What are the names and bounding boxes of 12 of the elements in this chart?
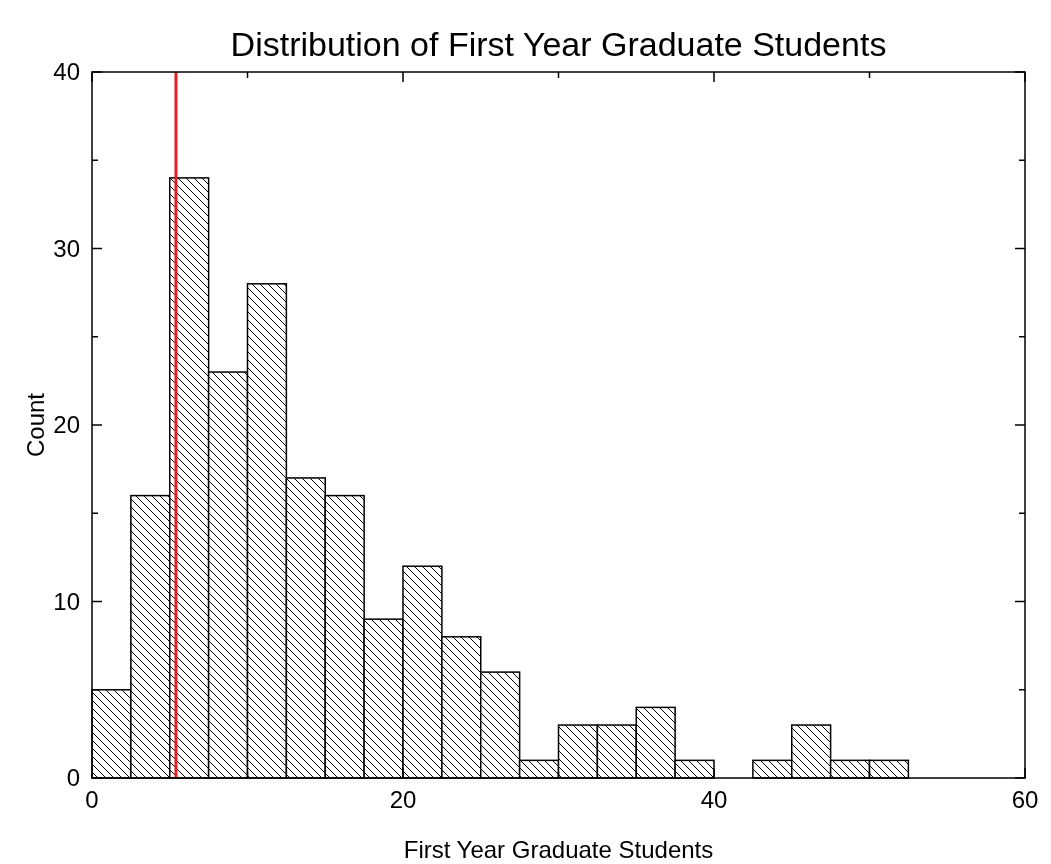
y-tick-label: 10	[53, 587, 80, 615]
x-tick-label: 40	[700, 786, 728, 813]
y-tick-label: 20	[53, 411, 80, 438]
x-tick-label: 0	[85, 786, 99, 813]
y-axis-title: Count	[22, 392, 49, 458]
x-axis-title: First Year Graduate Students	[403, 836, 714, 863]
x-tick-label: 20	[389, 786, 417, 813]
y-tick-label: 30	[53, 234, 80, 262]
chart-title: Distribution of First Year Graduate Students	[230, 25, 887, 63]
y-tick-label: 0	[66, 764, 80, 791]
x-tick-label: 60	[1011, 786, 1039, 813]
y-tick-label: 40	[53, 58, 80, 85]
